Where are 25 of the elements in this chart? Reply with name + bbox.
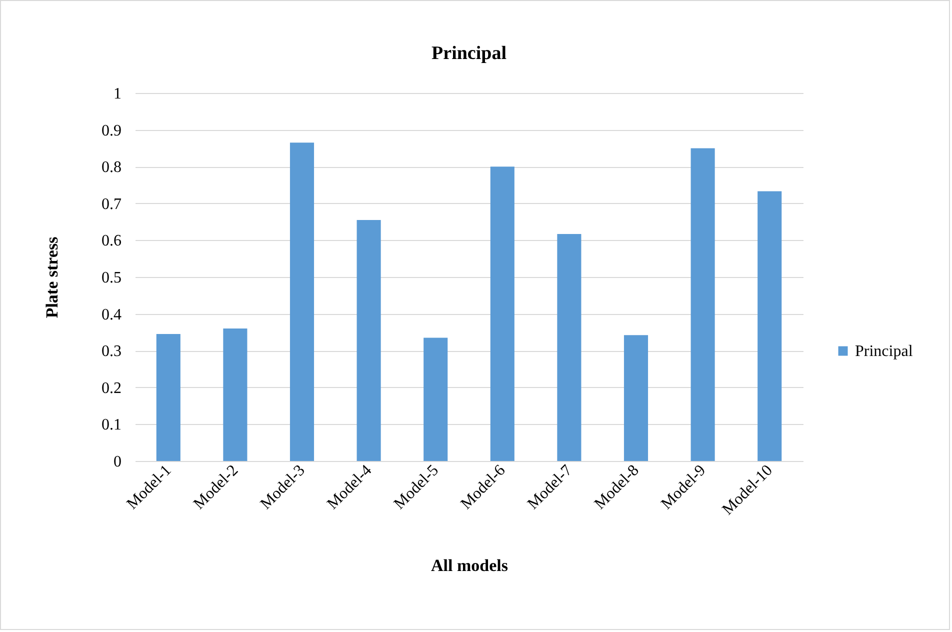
bar bbox=[424, 338, 448, 461]
y-tick-label: 0.3 bbox=[102, 343, 122, 360]
y-tick-label: 1 bbox=[114, 86, 122, 102]
bar bbox=[290, 142, 314, 461]
bar bbox=[223, 328, 248, 461]
y-tick-label: 0.8 bbox=[102, 159, 122, 176]
y-tick-label: 0.7 bbox=[102, 196, 122, 213]
bar bbox=[557, 234, 582, 461]
bar bbox=[356, 220, 381, 461]
y-tick-label: 0.4 bbox=[102, 306, 122, 324]
bar bbox=[156, 334, 180, 461]
x-axis-title: All models bbox=[431, 556, 508, 575]
bar bbox=[490, 166, 514, 461]
chart-title: Principal bbox=[432, 43, 506, 64]
y-axis-title: Plate stress bbox=[42, 236, 62, 318]
bar bbox=[624, 335, 648, 461]
y-tick-label: 0.1 bbox=[102, 416, 122, 434]
y-tick-label: 0.5 bbox=[102, 270, 122, 286]
y-tick-label: 0 bbox=[114, 454, 122, 470]
bar bbox=[690, 148, 715, 461]
bar bbox=[758, 191, 782, 461]
y-tick-label: 0.2 bbox=[102, 380, 122, 397]
legend-label: Principal bbox=[855, 343, 914, 360]
y-tick-label: 0.9 bbox=[102, 122, 122, 140]
y-tick-label: 0.6 bbox=[102, 232, 122, 250]
